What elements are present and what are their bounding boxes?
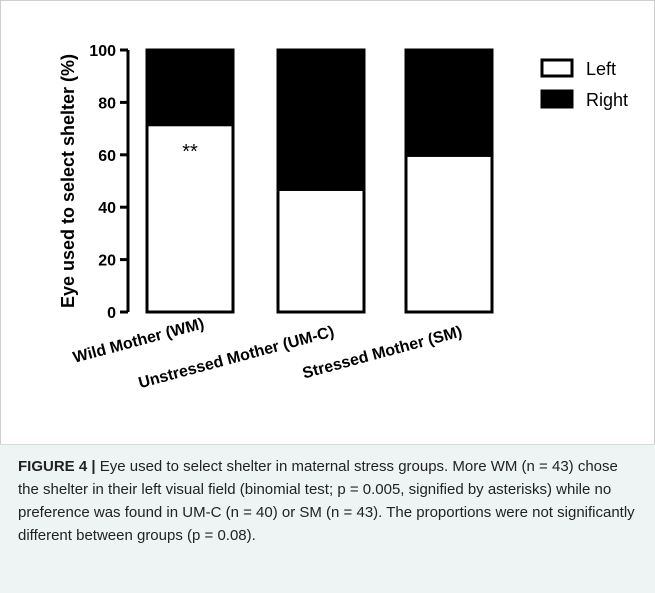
stacked-bar-chart: 0 20 40 60 80 100 ** Wild Mother (WM)Unstress… bbox=[58, 43, 628, 392]
bar-left-2 bbox=[404, 153, 494, 314]
y-tick-label: 80 bbox=[98, 95, 116, 112]
caption-text: Eye used to select shelter in maternal s… bbox=[18, 458, 635, 544]
figure-caption: FIGURE 4 | Eye used to select shelter in… bbox=[18, 455, 638, 547]
y-tick-label: 0 bbox=[107, 305, 116, 322]
annotations: ** bbox=[182, 141, 198, 163]
significance-asterisks: ** bbox=[182, 141, 198, 163]
x-axis-labels: Wild Mother (WM)Unstressed Mother (UM-C)… bbox=[71, 315, 464, 392]
caption-label: FIGURE 4 | bbox=[18, 458, 96, 475]
bar-right-1 bbox=[276, 48, 366, 191]
bars bbox=[145, 48, 494, 314]
caption-box bbox=[0, 444, 655, 593]
y-tick-label: 40 bbox=[98, 200, 116, 217]
bar-left-0 bbox=[145, 123, 235, 314]
legend-label-right: Right bbox=[586, 90, 628, 110]
legend: Left Right bbox=[540, 58, 628, 110]
y-tick-label: 60 bbox=[98, 148, 116, 165]
y-tick-label: 20 bbox=[98, 253, 116, 270]
x-tick-label: Wild Mother (WM) bbox=[71, 315, 206, 366]
legend-swatch-right bbox=[540, 89, 574, 109]
y-tick-label: 100 bbox=[89, 43, 116, 60]
bar-left-1 bbox=[276, 187, 366, 314]
legend-swatch-left bbox=[540, 58, 574, 78]
y-axis-title: Eye used to select shelter (%) bbox=[58, 54, 78, 308]
legend-label-left: Left bbox=[586, 59, 616, 79]
bar-right-2 bbox=[404, 48, 494, 157]
bar-right-0 bbox=[145, 48, 235, 127]
y-axis: 0 20 40 60 80 100 bbox=[89, 43, 130, 322]
